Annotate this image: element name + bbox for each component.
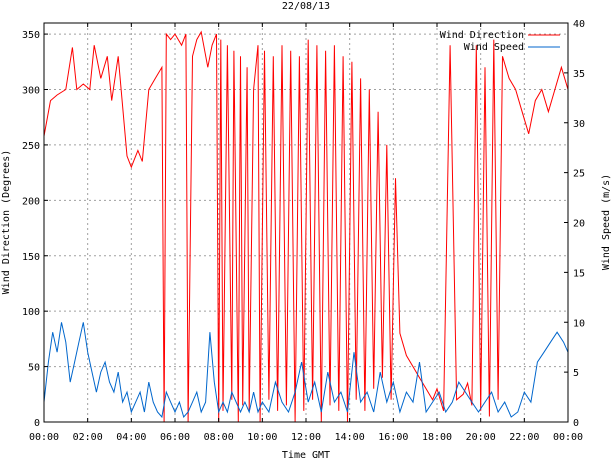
y-axis-label-left: Wind Direction (Degrees) xyxy=(1,150,12,295)
legend-label-direction: Wind Direction xyxy=(440,30,524,41)
y-tick-label-left: 250 xyxy=(22,141,40,152)
y-tick-label-left: 150 xyxy=(22,252,40,263)
y-tick-label-right: 5 xyxy=(573,368,579,379)
x-tick-label: 00:00 xyxy=(29,432,59,443)
y-tick-label-left: 300 xyxy=(22,86,40,97)
x-tick-label: 14:00 xyxy=(335,432,365,443)
y-tick-label-right: 15 xyxy=(573,268,585,279)
y-tick-label-right: 40 xyxy=(573,19,585,30)
x-tick-label: 04:00 xyxy=(116,432,146,443)
axes: 00:00 02:00 04:00 06:00 08:00 10:00 12:00 14:00… xyxy=(22,19,585,443)
legend-label-speed: Wind Speed xyxy=(464,42,524,53)
x-tick-label: 06:00 xyxy=(160,432,190,443)
y-axis-label-right: Wind Speed (m/s) xyxy=(601,174,611,270)
y-tick-label-left: 200 xyxy=(22,196,40,207)
y-tick-label-left: 350 xyxy=(22,30,40,41)
legend: Wind Direction Wind Speed xyxy=(440,30,560,53)
x-tick-label: 10:00 xyxy=(247,432,277,443)
y-tick-label-right: 0 xyxy=(573,418,579,429)
y-tick-label-right: 30 xyxy=(573,119,585,130)
series-line-wind-direction xyxy=(43,30,569,423)
x-tick-label: 22:00 xyxy=(509,432,539,443)
x-tick-label: 20:00 xyxy=(466,432,496,443)
y-tick-label-right: 10 xyxy=(573,318,585,329)
grid-lines xyxy=(44,23,568,422)
x-tick-label: 18:00 xyxy=(422,432,452,443)
y-tick-label-left: 50 xyxy=(28,363,40,374)
y-tick-label-right: 35 xyxy=(573,69,585,80)
x-tick-label: 00:00 xyxy=(553,432,583,443)
y-tick-label-left: 0 xyxy=(34,418,40,429)
x-axis-label: Time GMT xyxy=(282,450,330,459)
x-tick-label: 16:00 xyxy=(378,432,408,443)
x-tick-label: 02:00 xyxy=(73,432,103,443)
y-tick-label-right: 20 xyxy=(573,219,585,230)
series-line-wind-speed xyxy=(43,322,569,419)
chart-title: 22/08/13 xyxy=(282,1,330,12)
y-tick-label-left: 100 xyxy=(22,307,40,318)
series-layer xyxy=(43,30,569,423)
x-tick-label: 12:00 xyxy=(291,432,321,443)
y-tick-label-right: 25 xyxy=(573,169,585,180)
x-tick-label: 08:00 xyxy=(204,432,234,443)
